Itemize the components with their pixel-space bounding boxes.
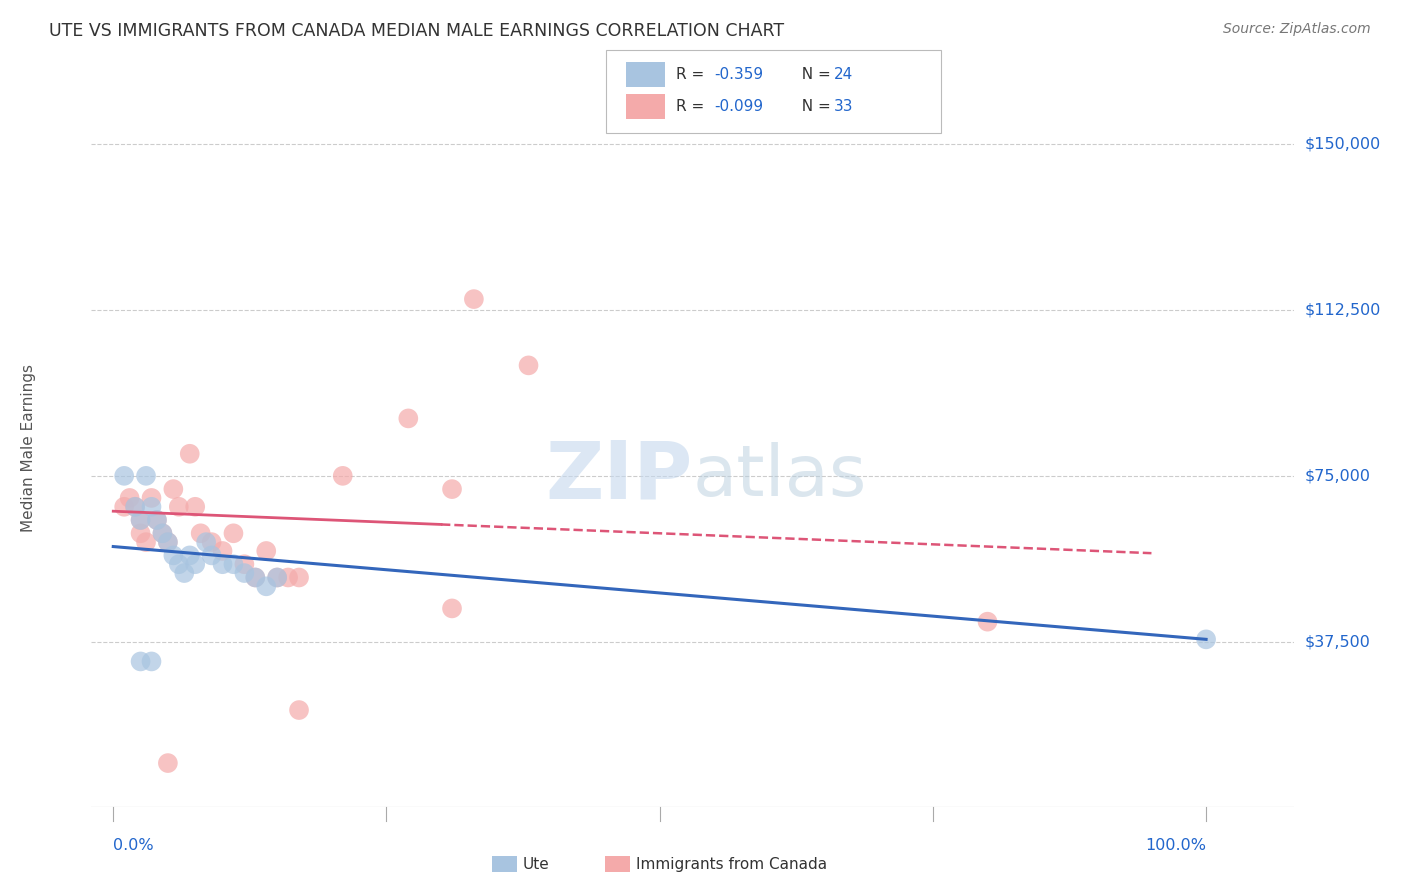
Point	[195, 535, 218, 549]
Point	[233, 558, 256, 572]
Point	[179, 549, 201, 563]
Point	[222, 558, 245, 572]
Point	[288, 703, 311, 717]
Point	[184, 558, 207, 572]
Point	[233, 566, 256, 580]
Point	[112, 500, 135, 514]
Text: N =: N =	[792, 68, 835, 82]
Point	[277, 570, 299, 584]
Text: $75,000: $75,000	[1305, 468, 1371, 483]
Point	[1195, 632, 1218, 647]
Point	[222, 526, 245, 541]
Point	[162, 482, 184, 496]
Text: 33: 33	[834, 99, 853, 113]
Point	[245, 570, 267, 584]
Text: Immigrants from Canada: Immigrants from Canada	[636, 857, 827, 871]
Point	[254, 579, 277, 593]
Point	[266, 570, 288, 584]
Point	[129, 513, 152, 527]
Text: R =: R =	[676, 99, 710, 113]
Point	[288, 570, 311, 584]
Text: N =: N =	[792, 99, 835, 113]
Point	[146, 513, 169, 527]
Text: UTE VS IMMIGRANTS FROM CANADA MEDIAN MALE EARNINGS CORRELATION CHART: UTE VS IMMIGRANTS FROM CANADA MEDIAN MAL…	[49, 22, 785, 40]
Point	[245, 570, 267, 584]
Text: -0.099: -0.099	[714, 99, 763, 113]
Point	[200, 535, 222, 549]
Point	[440, 601, 463, 615]
Point	[124, 500, 146, 514]
Point	[156, 756, 179, 770]
Point	[135, 535, 157, 549]
Point	[211, 558, 233, 572]
Point	[517, 359, 540, 373]
Text: $150,000: $150,000	[1305, 137, 1381, 152]
Text: 100.0%: 100.0%	[1144, 838, 1206, 853]
Point	[129, 526, 152, 541]
Point	[152, 526, 174, 541]
Text: $112,500: $112,500	[1305, 302, 1381, 318]
Point	[167, 558, 190, 572]
Point	[112, 468, 135, 483]
Text: -0.359: -0.359	[714, 68, 763, 82]
Point	[332, 468, 354, 483]
Text: 24: 24	[834, 68, 853, 82]
Point	[173, 566, 195, 580]
Text: 0.0%: 0.0%	[114, 838, 153, 853]
Point	[141, 500, 163, 514]
Point	[190, 526, 212, 541]
Point	[211, 544, 233, 558]
Point	[179, 447, 201, 461]
Point	[167, 500, 190, 514]
Point	[129, 513, 152, 527]
Point	[440, 482, 463, 496]
Point	[146, 513, 169, 527]
Point	[184, 500, 207, 514]
Text: ZIP: ZIP	[546, 438, 692, 516]
Point	[124, 500, 146, 514]
Point	[152, 526, 174, 541]
Text: $37,500: $37,500	[1305, 634, 1371, 649]
Point	[141, 491, 163, 505]
Point	[156, 535, 179, 549]
Text: Median Male Earnings: Median Male Earnings	[21, 364, 37, 533]
Text: Source: ZipAtlas.com: Source: ZipAtlas.com	[1223, 22, 1371, 37]
Point	[254, 544, 277, 558]
Point	[135, 468, 157, 483]
Point	[463, 292, 485, 306]
Point	[266, 570, 288, 584]
Point	[200, 549, 222, 563]
Text: R =: R =	[676, 68, 710, 82]
Point	[141, 655, 163, 669]
Text: Ute: Ute	[523, 857, 550, 871]
Point	[162, 549, 184, 563]
Point	[129, 655, 152, 669]
Point	[118, 491, 141, 505]
Point	[156, 535, 179, 549]
Point	[396, 411, 419, 425]
Text: atlas: atlas	[692, 442, 868, 511]
Point	[976, 615, 998, 629]
